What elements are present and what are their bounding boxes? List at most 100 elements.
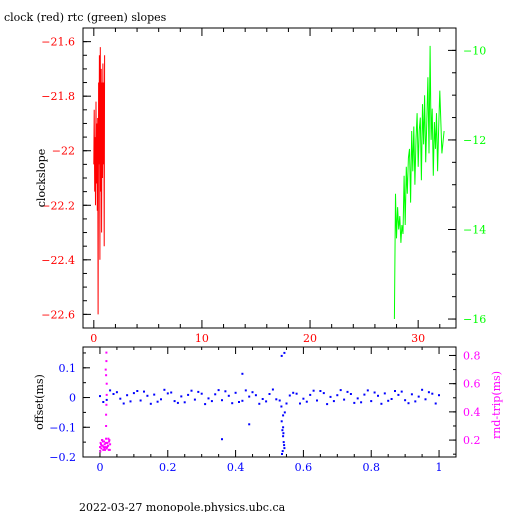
bottom-point-blue bbox=[149, 402, 152, 405]
bottom-point-magenta bbox=[105, 441, 108, 444]
bottom-x-tick-label: 1 bbox=[436, 461, 443, 474]
bottom-point-blue bbox=[224, 390, 227, 393]
bottom-x-tick-label: 0.8 bbox=[362, 461, 380, 474]
bottom-point-magenta bbox=[101, 439, 104, 442]
top-series-line-green bbox=[393, 45, 445, 320]
bottom-point-blue bbox=[305, 400, 308, 403]
bottom-point-blue bbox=[316, 399, 318, 402]
bottom-point-blue bbox=[160, 398, 162, 401]
bottom-point-magenta bbox=[100, 444, 103, 447]
bottom-point-magenta bbox=[104, 446, 107, 449]
bottom-left-y-tick-label: −0.1 bbox=[49, 421, 76, 434]
top-left-y-tick-label: −21.6 bbox=[41, 36, 75, 49]
bottom-point-blue bbox=[370, 400, 373, 403]
bottom-right-y-tick-label: 0.8 bbox=[463, 349, 481, 362]
bottom-point-blue bbox=[163, 388, 166, 391]
bottom-point-blue bbox=[238, 401, 240, 403]
bottom-point-blue bbox=[421, 388, 424, 391]
top-series-group bbox=[93, 45, 445, 320]
bottom-point-magenta bbox=[104, 368, 107, 371]
top-x-tick-label: 0 bbox=[90, 332, 97, 345]
top-series-line-red bbox=[93, 47, 106, 315]
top-x-tick-label: 30 bbox=[411, 332, 425, 345]
bottom-point-blue bbox=[268, 393, 271, 395]
bottom-point-magenta bbox=[106, 446, 109, 449]
top-x-axis: 0 10 20 30 bbox=[90, 28, 441, 345]
top-x-tick-label: 20 bbox=[303, 332, 317, 345]
bottom-point-magenta bbox=[105, 393, 108, 396]
bottom-point-blue bbox=[281, 453, 283, 455]
bottom-point-blue bbox=[248, 423, 251, 426]
bottom-point-magenta bbox=[105, 374, 108, 377]
bottom-point-blue bbox=[363, 393, 366, 396]
bottom-point-blue bbox=[280, 420, 283, 423]
bottom-point-blue bbox=[431, 392, 434, 395]
top-right-y-tick-label: −12 bbox=[463, 134, 486, 147]
bottom-point-blue bbox=[397, 393, 400, 396]
bottom-point-blue bbox=[241, 399, 244, 402]
bottom-point-blue bbox=[404, 399, 407, 402]
bottom-point-magenta bbox=[103, 443, 106, 446]
bottom-point-blue bbox=[312, 389, 315, 392]
bottom-point-blue bbox=[329, 395, 332, 398]
bottom-point-magenta bbox=[99, 441, 102, 444]
bottom-x-tick-label: 0 bbox=[96, 461, 103, 474]
bottom-point-blue bbox=[166, 392, 169, 395]
bottom-point-blue bbox=[349, 393, 352, 395]
bottom-point-blue bbox=[129, 400, 132, 403]
bottom-point-blue bbox=[309, 393, 312, 396]
top-x-tick-label: 10 bbox=[195, 332, 209, 345]
bottom-point-blue bbox=[322, 392, 325, 395]
bottom-point-magenta bbox=[103, 447, 106, 450]
bottom-x-tick-label: 0.4 bbox=[227, 461, 245, 474]
bottom-left-y-tick-label: 0 bbox=[69, 392, 76, 405]
top-left-y-axis: −22.6 −22.4 −22.2 −22 −21.8 −21.6 bbox=[41, 36, 91, 321]
top-left-y-tick-label: −22 bbox=[52, 145, 75, 158]
bottom-right-y-axis-label: rnd-trip(ms) bbox=[490, 371, 503, 439]
bottom-point-blue bbox=[190, 389, 193, 392]
bottom-point-blue bbox=[221, 399, 223, 402]
bottom-point-blue bbox=[299, 402, 301, 405]
bottom-point-blue bbox=[380, 402, 383, 405]
bottom-point-blue bbox=[281, 429, 284, 432]
bottom-point-blue bbox=[261, 398, 264, 400]
top-y-axis-label: clockslope bbox=[35, 149, 48, 207]
top-left-y-tick-label: −21.8 bbox=[41, 90, 75, 103]
bottom-point-blue bbox=[136, 390, 139, 392]
bottom-point-magenta bbox=[100, 447, 103, 450]
bottom-left-y-tick-label: −0.2 bbox=[49, 451, 76, 464]
bottom-point-blue bbox=[400, 390, 403, 393]
bottom-point-blue bbox=[280, 354, 283, 357]
bottom-right-y-axis: 0.2 0.4 0.6 0.8 bbox=[449, 349, 481, 455]
bottom-point-blue bbox=[248, 395, 251, 398]
bottom-y-axis-label: offset(ms) bbox=[33, 374, 46, 430]
bottom-point-blue bbox=[258, 402, 261, 405]
bottom-point-magenta bbox=[100, 443, 102, 446]
bottom-left-y-axis: −0.2 −0.1 0 0.1 bbox=[49, 352, 90, 464]
bottom-point-blue bbox=[132, 392, 135, 395]
bottom-point-magenta bbox=[105, 351, 108, 354]
bottom-point-blue bbox=[302, 397, 305, 400]
bottom-point-blue bbox=[180, 395, 183, 398]
bottom-point-blue bbox=[282, 435, 285, 438]
page-title: clock (red) rtc (green) slopes bbox=[4, 11, 167, 24]
bottom-point-magenta bbox=[99, 450, 102, 453]
bottom-point-blue bbox=[407, 402, 410, 405]
bottom-point-magenta bbox=[105, 382, 108, 385]
bottom-point-blue bbox=[377, 394, 379, 397]
bottom-point-blue bbox=[282, 432, 285, 435]
bottom-point-blue bbox=[288, 394, 291, 397]
bottom-point-blue bbox=[244, 389, 247, 392]
bottom-point-blue bbox=[283, 411, 286, 414]
bottom-point-blue bbox=[332, 400, 335, 403]
bottom-point-blue bbox=[214, 393, 217, 396]
bottom-point-blue bbox=[353, 401, 356, 404]
bottom-point-blue bbox=[254, 394, 257, 397]
bottom-point-blue bbox=[176, 401, 179, 404]
bottom-x-tick-label: 0.2 bbox=[159, 461, 177, 474]
bottom-x-tick-label: 0.6 bbox=[295, 461, 313, 474]
bottom-point-blue bbox=[173, 400, 176, 403]
bottom-point-blue bbox=[278, 399, 281, 402]
bottom-point-blue bbox=[109, 389, 112, 392]
